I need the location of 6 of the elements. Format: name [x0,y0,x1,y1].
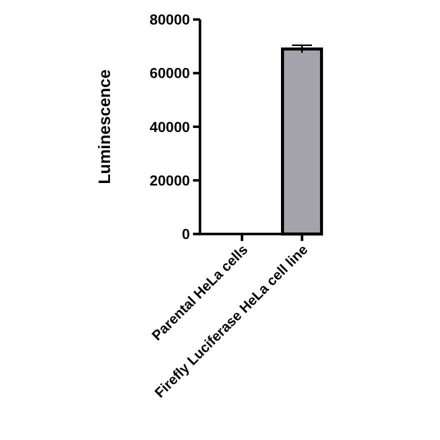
y-tick-label: 20000 [150,173,190,190]
y-tick-label: 40000 [150,120,190,136]
y-tick-label: 60000 [150,66,190,82]
y-axis-title: Luminescence [96,69,114,184]
y-tick-label: 80000 [150,12,190,29]
y-tick-label: 0 [182,227,190,244]
